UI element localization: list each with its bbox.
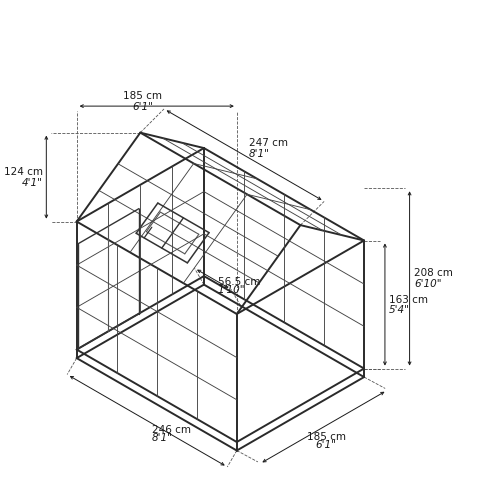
- Text: 6'1": 6'1": [132, 102, 153, 113]
- Text: 208 cm: 208 cm: [414, 268, 453, 278]
- Text: 185 cm: 185 cm: [307, 432, 346, 442]
- Text: 163 cm: 163 cm: [388, 294, 428, 304]
- Text: 185 cm: 185 cm: [123, 92, 162, 102]
- Text: 5'4": 5'4": [388, 306, 409, 316]
- Text: 247 cm: 247 cm: [249, 138, 288, 147]
- Text: 6'10": 6'10": [414, 280, 442, 289]
- Text: 1'10": 1'10": [218, 285, 245, 295]
- Text: 124 cm: 124 cm: [4, 167, 42, 177]
- Text: 4'1": 4'1": [22, 178, 42, 188]
- Text: 8'1": 8'1": [249, 148, 270, 158]
- Text: 56.5 cm: 56.5 cm: [218, 276, 260, 286]
- Text: 6'1": 6'1": [316, 440, 336, 450]
- Text: 246 cm: 246 cm: [152, 426, 191, 436]
- Text: 8'1": 8'1": [152, 433, 173, 443]
